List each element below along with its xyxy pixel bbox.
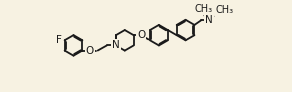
Text: N: N [205, 15, 213, 25]
Text: CH₃: CH₃ [215, 5, 234, 15]
Text: O: O [137, 30, 145, 40]
Text: N: N [112, 40, 120, 50]
Text: CH₃: CH₃ [194, 4, 212, 14]
Text: F: F [56, 35, 62, 45]
Text: O: O [86, 46, 94, 56]
